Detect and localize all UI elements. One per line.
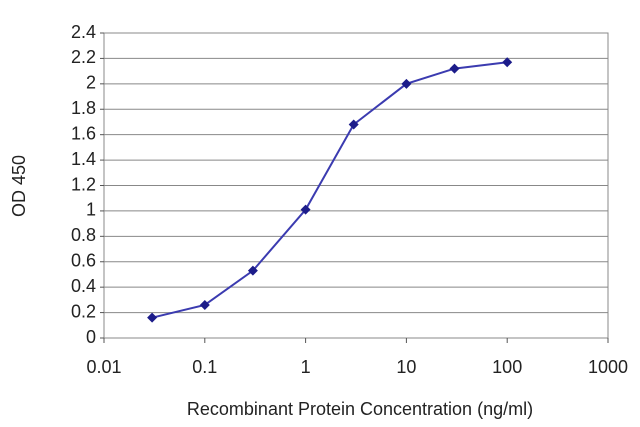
x-tick-label: 1000 bbox=[588, 357, 628, 377]
y-tick-label: 0.4 bbox=[71, 276, 96, 296]
x-tick-label: 0.1 bbox=[192, 357, 217, 377]
x-tick-label: 100 bbox=[492, 357, 522, 377]
y-tick-label: 0.8 bbox=[71, 225, 96, 245]
x-tick-label: 10 bbox=[396, 357, 416, 377]
y-tick-label: 2 bbox=[86, 73, 96, 93]
x-axis-label: Recombinant Protein Concentration (ng/ml… bbox=[187, 399, 533, 419]
data-point bbox=[147, 312, 158, 323]
data-point bbox=[449, 63, 460, 74]
y-tick-label: 1.4 bbox=[71, 149, 96, 169]
y-tick-label: 2.2 bbox=[71, 47, 96, 67]
y-tick-label: 1.2 bbox=[71, 174, 96, 194]
y-tick-label: 1 bbox=[86, 200, 96, 220]
x-tick-label: 1 bbox=[301, 357, 311, 377]
y-axis-label: OD 450 bbox=[9, 155, 29, 217]
data-point bbox=[502, 57, 513, 68]
y-tick-label: 1.6 bbox=[71, 123, 96, 143]
data-point bbox=[199, 299, 210, 310]
data-point bbox=[247, 265, 258, 276]
data-line bbox=[151, 61, 508, 319]
data-point bbox=[401, 78, 412, 89]
data-point bbox=[300, 204, 311, 215]
y-tick-label: 0 bbox=[86, 327, 96, 347]
y-tick-label: 0.2 bbox=[71, 301, 96, 321]
y-tick-label: 2.4 bbox=[71, 22, 96, 42]
y-tick-label: 1.8 bbox=[71, 98, 96, 118]
data-point bbox=[348, 119, 359, 130]
y-tick-label: 0.6 bbox=[71, 251, 96, 271]
x-tick-label: 0.01 bbox=[86, 357, 121, 377]
